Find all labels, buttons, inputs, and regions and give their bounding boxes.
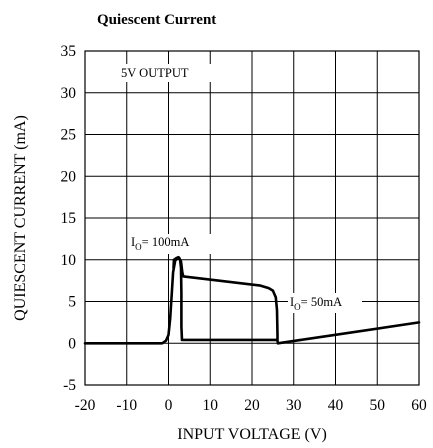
x-tick-label: 60 xyxy=(411,397,427,414)
condition-label-bg xyxy=(118,64,211,82)
y-tick-label: 20 xyxy=(61,168,77,185)
y-tick-label: 0 xyxy=(68,335,76,352)
y-tick-label: 30 xyxy=(61,85,77,102)
chart-title: Quiescent Current xyxy=(97,12,216,28)
condition-label: 5V OUTPUT xyxy=(121,66,189,80)
series-50ma-label-main: I xyxy=(290,295,294,309)
series-100ma-label-main: I xyxy=(131,235,135,249)
x-tick-label: -20 xyxy=(75,397,96,414)
plot-frame xyxy=(84,50,420,386)
y-axis-label: QUIESCENT CURRENT (mA) xyxy=(12,115,29,321)
x-tick-label: -10 xyxy=(116,397,137,414)
x-tick-label: 0 xyxy=(165,397,173,414)
y-tick-label: 10 xyxy=(61,252,77,269)
series-50ma-label-sub: O xyxy=(294,302,301,312)
series-50ma-label-bg xyxy=(288,293,362,313)
series-100ma-label-sub: O xyxy=(135,242,142,252)
series-100ma-label: IO= 100mA xyxy=(131,235,189,252)
x-axis-label: INPUT VOLTAGE (V) xyxy=(177,426,327,443)
x-tick-label: 50 xyxy=(370,397,386,414)
x-tick-labels: -20 -10 0 10 20 30 40 50 60 xyxy=(75,397,427,414)
y-tick-label: 15 xyxy=(61,210,77,227)
series-50ma-label-rest: = 50mA xyxy=(301,295,342,309)
y-tick-label: -5 xyxy=(63,377,76,394)
x-tick-label: 40 xyxy=(328,397,344,414)
series-group xyxy=(83,255,421,345)
series-100ma-label-rest: = 100mA xyxy=(142,235,190,249)
y-tick-label: 35 xyxy=(61,43,77,60)
series-50ma-label: IO= 50mA xyxy=(290,295,342,312)
grid-lines xyxy=(84,50,420,386)
x-tick-label: 10 xyxy=(203,397,219,414)
series-line-1 xyxy=(172,255,421,345)
series-100ma-label-bg xyxy=(129,234,219,254)
x-tick-label: 30 xyxy=(286,397,302,414)
x-tick-label: 20 xyxy=(244,397,260,414)
y-tick-label: 5 xyxy=(68,294,76,311)
y-tick-label: 25 xyxy=(61,127,77,144)
y-tick-labels: -5 0 5 10 15 20 25 30 35 xyxy=(61,43,77,394)
